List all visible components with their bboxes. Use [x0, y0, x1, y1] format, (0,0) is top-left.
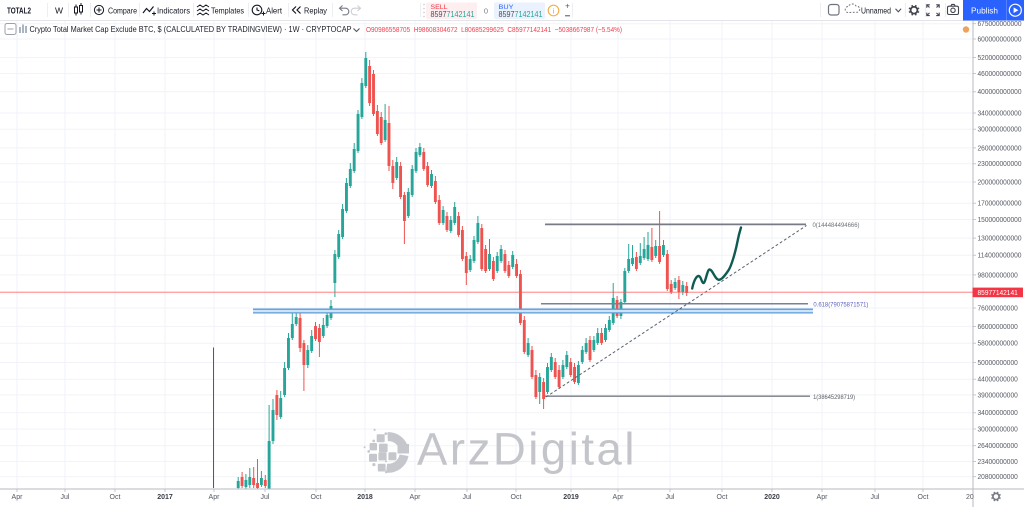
- svg-text:600000000000: 600000000000: [978, 36, 1022, 43]
- svg-text:2017: 2017: [157, 494, 173, 501]
- svg-text:675000000000: 675000000000: [978, 21, 1022, 28]
- svg-text:76000000000: 76000000000: [978, 305, 1018, 312]
- svg-text:44000000000: 44000000000: [978, 377, 1018, 384]
- svg-text:50000000000: 50000000000: [978, 360, 1018, 367]
- svg-text:2018: 2018: [357, 494, 373, 501]
- svg-text:340000000000: 340000000000: [978, 110, 1022, 117]
- svg-text:Templates: Templates: [211, 6, 244, 16]
- svg-text:85977142141: 85977142141: [431, 10, 475, 19]
- svg-text:0.618(79075871571): 0.618(79075871571): [813, 301, 868, 308]
- svg-text:Apr: Apr: [209, 494, 221, 501]
- svg-text:130000000000: 130000000000: [978, 236, 1022, 243]
- svg-text:Jul: Jul: [666, 494, 675, 501]
- svg-text:Oct: Oct: [110, 494, 121, 501]
- svg-text:230000000000: 230000000000: [978, 161, 1022, 168]
- svg-text:30000000000: 30000000000: [978, 426, 1018, 433]
- svg-text:W: W: [55, 6, 63, 16]
- svg-text:0(144484494666): 0(144484494666): [813, 222, 860, 229]
- svg-text:58000000000: 58000000000: [978, 341, 1018, 348]
- svg-text:Apr: Apr: [410, 494, 422, 501]
- svg-text:200000000000: 200000000000: [978, 179, 1022, 186]
- svg-text:400000000000: 400000000000: [978, 89, 1022, 96]
- svg-text:20800000000: 20800000000: [978, 474, 1018, 481]
- svg-text:39000000000: 39000000000: [978, 392, 1018, 399]
- svg-text:85977142141: 85977142141: [978, 290, 1018, 297]
- svg-text:Jul: Jul: [61, 494, 70, 501]
- svg-text:Apr: Apr: [613, 494, 625, 501]
- svg-text:260000000000: 260000000000: [978, 145, 1022, 152]
- svg-text:Crypto Total Market Cap Exclud: Crypto Total Market Cap Exclude BTC, $ (…: [30, 25, 352, 34]
- svg-text:2019: 2019: [563, 494, 579, 501]
- svg-text:O90986558705 H98608304672 L8: O90986558705 H98608304672 L80685299625 C…: [366, 25, 622, 34]
- svg-text:ArzDigital: ArzDigital: [417, 424, 637, 475]
- svg-text:34000000000: 34000000000: [978, 410, 1018, 417]
- svg-text:26400000000: 26400000000: [978, 443, 1018, 450]
- svg-text:Indicators: Indicators: [157, 6, 190, 16]
- svg-text:114000000000: 114000000000: [978, 253, 1022, 260]
- svg-text:i: i: [553, 6, 555, 15]
- svg-text:20: 20: [966, 494, 974, 501]
- svg-text:Oct: Oct: [717, 494, 728, 501]
- svg-text:Replay: Replay: [304, 6, 328, 16]
- svg-text:66000000000: 66000000000: [978, 324, 1018, 331]
- svg-text:Oct: Oct: [311, 494, 322, 501]
- svg-text:85977142141: 85977142141: [499, 10, 543, 19]
- svg-text:520000000000: 520000000000: [978, 55, 1022, 62]
- svg-text:SELL: SELL: [431, 4, 448, 11]
- svg-text:1(38645298719): 1(38645298719): [813, 394, 855, 401]
- svg-text:Jul: Jul: [463, 494, 472, 501]
- svg-text:170000000000: 170000000000: [978, 201, 1022, 208]
- svg-text:Apr: Apr: [12, 494, 24, 501]
- svg-text:Apr: Apr: [817, 494, 829, 501]
- svg-text:Jul: Jul: [871, 494, 880, 501]
- svg-text:0: 0: [484, 7, 488, 16]
- svg-text:Compare: Compare: [108, 6, 137, 16]
- svg-text:+: +: [565, 2, 570, 11]
- svg-text:Alert: Alert: [266, 6, 283, 16]
- svg-text:Unnamed: Unnamed: [861, 6, 891, 15]
- svg-text:98000000000: 98000000000: [978, 272, 1018, 279]
- svg-text:Publish: Publish: [971, 5, 998, 15]
- svg-text:23400000000: 23400000000: [978, 459, 1018, 466]
- svg-text:Oct: Oct: [918, 494, 929, 501]
- svg-text:2020: 2020: [764, 494, 780, 501]
- svg-text:300000000000: 300000000000: [978, 127, 1022, 134]
- svg-text:Oct: Oct: [511, 494, 522, 501]
- svg-text:TOTAL2: TOTAL2: [7, 6, 31, 16]
- svg-text:Jul: Jul: [261, 494, 270, 501]
- svg-text:460000000000: 460000000000: [978, 71, 1022, 78]
- svg-text:150000000000: 150000000000: [978, 217, 1022, 224]
- svg-text:BUY: BUY: [499, 4, 514, 11]
